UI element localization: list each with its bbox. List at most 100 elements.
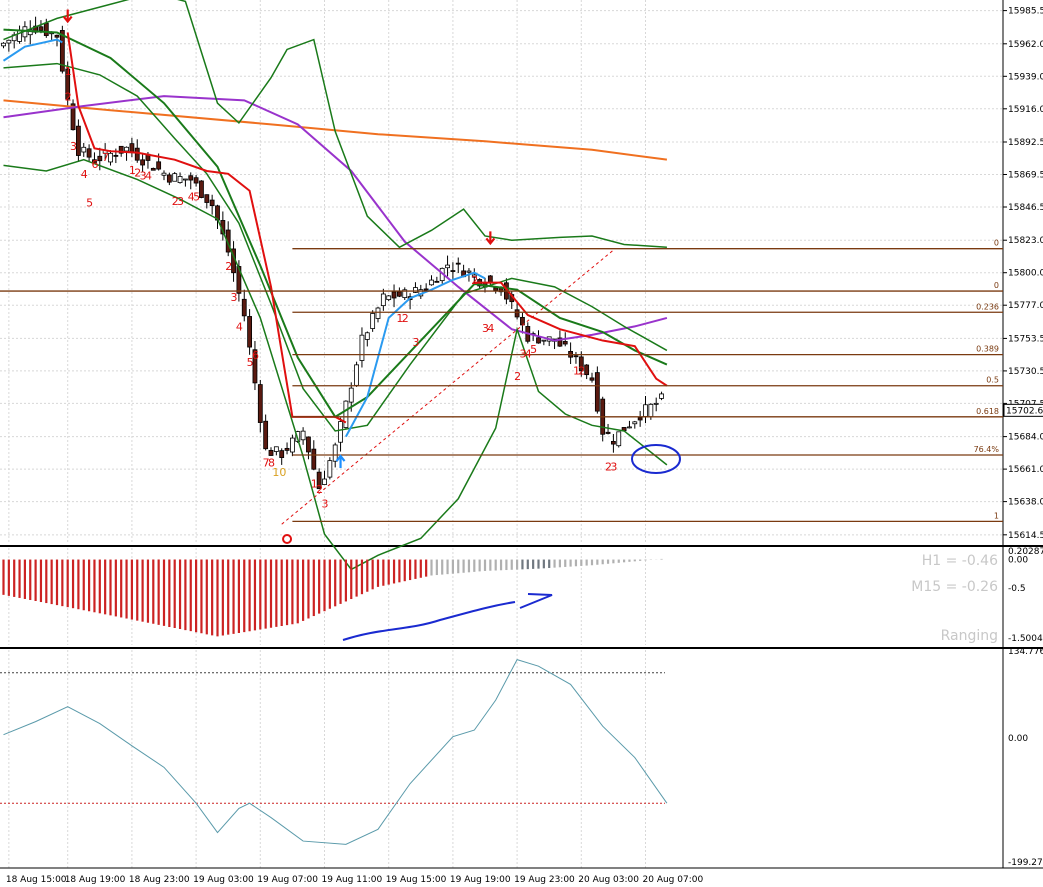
candle xyxy=(311,448,317,470)
candle xyxy=(134,147,140,161)
counter-label: 3 xyxy=(412,336,419,349)
counter-label: 1 xyxy=(396,312,403,325)
histogram-tick-label: 0.20287 xyxy=(1008,547,1043,557)
time-tick-label: 18 Aug 19:00 xyxy=(65,875,126,885)
candle xyxy=(471,274,477,278)
counter-label: 7 xyxy=(102,151,109,164)
counter-label: 10 xyxy=(272,466,286,479)
counter-label: 4 xyxy=(487,322,494,335)
candle xyxy=(584,364,590,376)
candle xyxy=(455,262,461,265)
time-tick-label: 20 Aug 07:00 xyxy=(643,875,704,885)
counter-label: 5 xyxy=(530,343,537,356)
histogram-readout: M15 = -0.26 xyxy=(911,579,998,595)
candle xyxy=(578,356,584,372)
counter-label: 6 xyxy=(91,158,98,171)
counter-label: 1 xyxy=(129,164,136,177)
candle xyxy=(65,68,71,100)
fib-label: 1 xyxy=(994,511,999,520)
candle xyxy=(252,349,258,384)
green-fast-band xyxy=(3,62,668,432)
time-tick-label: 19 Aug 11:00 xyxy=(322,875,383,885)
counter-label: 3 xyxy=(231,291,238,304)
candle xyxy=(536,337,541,344)
price-tick-label: 15939.0 xyxy=(1008,72,1043,82)
candle xyxy=(92,159,97,164)
counter-label: 1 xyxy=(65,65,72,78)
candle xyxy=(108,152,113,163)
histogram-tick-label: -1.50044 xyxy=(1008,634,1043,644)
down-arrow-icon xyxy=(485,231,496,246)
annotation-scribble xyxy=(342,593,553,641)
blue-trend-line xyxy=(345,271,486,438)
candle xyxy=(38,26,44,31)
price-tick-label: 15800.0 xyxy=(1008,269,1043,279)
candle xyxy=(402,289,408,298)
time-tick-label: 19 Aug 23:00 xyxy=(514,875,575,885)
oscillator-tick-label: 134.7761 xyxy=(1008,647,1043,657)
counter-label: 1 xyxy=(311,477,318,490)
time-tick-label: 19 Aug 07:00 xyxy=(257,875,318,885)
candle xyxy=(284,447,290,451)
candle xyxy=(161,172,167,176)
candle xyxy=(386,295,392,301)
down-arrow-icon xyxy=(62,9,73,24)
fib-label: 0.236 xyxy=(976,302,999,311)
candle xyxy=(166,174,172,183)
counter-label: 2 xyxy=(134,167,141,180)
candle xyxy=(327,460,333,478)
oscillator-tick-label: -199.272 xyxy=(1008,858,1043,868)
candle xyxy=(380,293,386,307)
candle xyxy=(97,155,103,162)
candle xyxy=(273,446,279,452)
candle xyxy=(514,309,520,318)
candle xyxy=(616,431,622,447)
candles xyxy=(1,16,664,490)
candle xyxy=(434,280,440,283)
circle-marker-icon xyxy=(282,534,293,544)
candle xyxy=(359,334,365,361)
candle xyxy=(188,175,194,181)
counter-label: 2 xyxy=(316,483,323,496)
fib-label: 76.4% xyxy=(974,445,1000,454)
candle xyxy=(450,270,456,272)
candle xyxy=(375,307,381,319)
candle xyxy=(413,287,418,293)
candle xyxy=(589,377,595,381)
candle xyxy=(300,430,306,441)
candle xyxy=(241,298,247,317)
candle xyxy=(247,316,253,348)
price-tick-label: 15614.5 xyxy=(1008,531,1043,541)
time-tick-label: 19 Aug 15:00 xyxy=(386,875,447,885)
fib-levels: 0 0 0.236 0.389 0.5 0.618 76.4% 1 xyxy=(0,239,1003,523)
time-tick-label: 18 Aug 15:00 xyxy=(6,875,67,885)
price-tick-label: 15846.5 xyxy=(1008,203,1043,213)
counter-label: 3 xyxy=(519,347,526,360)
candle xyxy=(391,291,397,299)
candle xyxy=(370,313,376,329)
counter-label: 2 xyxy=(578,364,585,377)
candle xyxy=(466,270,472,273)
candle xyxy=(257,384,263,423)
candle xyxy=(573,355,579,358)
candle xyxy=(348,387,354,403)
histogram-tick-label: 0.00 xyxy=(1008,556,1028,566)
candle xyxy=(54,34,60,38)
current-price-label: 15702.6 xyxy=(1006,406,1043,416)
candle xyxy=(124,146,129,152)
candle xyxy=(364,332,370,340)
counter-label: 3 xyxy=(322,497,329,510)
price-tick-label: 15823.0 xyxy=(1008,236,1043,246)
price-tick-label: 15777.0 xyxy=(1008,301,1043,311)
candle xyxy=(306,436,311,453)
counter-label: 2 xyxy=(514,370,521,383)
counter-label: 2 xyxy=(225,260,232,273)
price-tick-label: 15730.5 xyxy=(1008,367,1043,377)
histogram-readout: H1 = -0.46 xyxy=(922,553,998,569)
candle xyxy=(156,161,162,170)
oscillator-tick-label: 0.00 xyxy=(1008,734,1028,744)
time-tick-label: 18 Aug 23:00 xyxy=(129,875,190,885)
green-mid-band xyxy=(3,28,668,419)
